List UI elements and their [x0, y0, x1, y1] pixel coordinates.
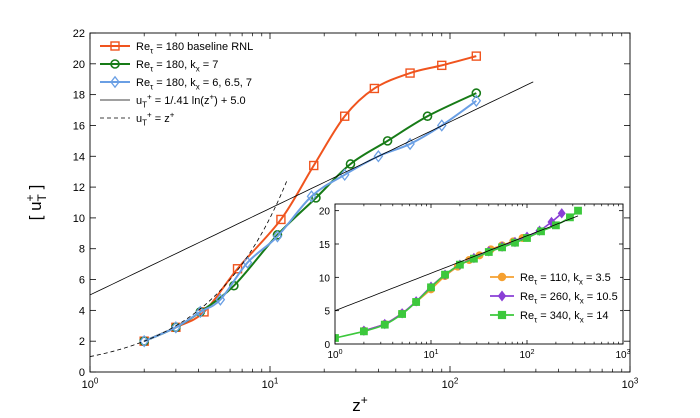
y-tick-label: 10: [319, 273, 331, 284]
series-u-t-z-: [90, 179, 288, 357]
inset-legend-item-2-label: Reτ = 340, kx = 14: [520, 310, 609, 324]
y-tick-label: 0: [79, 367, 85, 379]
series-re-tau-340-k-x-14-point: [380, 320, 389, 329]
series-re-tau-340-k-x-14-point: [359, 327, 368, 336]
series-re-tau-180-k-x-6-6-5-7-point: [436, 119, 447, 132]
y-tick-label: 22: [73, 28, 85, 40]
series-re-tau-340-k-x-14-point: [523, 234, 531, 242]
x-tick-label: 101: [423, 349, 438, 361]
y-tick-label: 20: [319, 207, 331, 218]
series-re-tau-180-k-x-6-6-5-7-point: [373, 150, 384, 163]
y-tick-label: 8: [79, 244, 85, 256]
series-re-tau-180-k-x-6-6-5-7: [139, 94, 482, 348]
main-legend: Reτ = 180 baseline RNL Reτ = 180, kx = 7 R…: [100, 41, 253, 127]
y-tick-label: 14: [73, 151, 85, 163]
series-re-tau-180-baseline-rnl: [139, 51, 482, 346]
series-re-tau-340-k-x-14-point: [427, 283, 435, 292]
series-u-t-1-41-ln-z-5-0: [90, 81, 534, 296]
series-re-tau-180-baseline-rnl-point: [471, 51, 482, 61]
series-re-tau-180-k-x-6-6-5-7-point: [471, 94, 482, 108]
series-re-tau-180-k-x-6-6-5-7-point: [195, 305, 206, 319]
inset-legend-item-2-marker: [497, 310, 507, 320]
inset-legend-item-0-marker: [497, 272, 507, 282]
series-re-tau-340-k-x-14-point: [498, 243, 506, 252]
series-re-tau-180-baseline-rnl-point: [405, 68, 415, 78]
y-tick-label: 4: [79, 305, 85, 317]
y-tick-label: 16: [73, 120, 85, 132]
series-re-tau-180-k-x-6-6-5-7-point: [306, 190, 317, 203]
series-re-tau-180-k-x-7-point: [311, 193, 321, 203]
series-re-tau-180-baseline-rnl-line: [143, 55, 477, 343]
y-tick-label: 20: [73, 59, 85, 71]
legend-item-0-marker: [110, 41, 120, 51]
x-tick-label: 100: [82, 377, 99, 391]
legend-item-2-label: Reτ = 180, kx = 6, 6.5, 7: [136, 77, 252, 91]
series-re-tau-180-k-x-7-point: [345, 159, 356, 169]
series-re-tau-340-k-x-14-point: [551, 221, 560, 230]
main-series-group: [90, 51, 534, 357]
y-tick-label: 10: [73, 213, 85, 225]
legend-item-3-label: uT+ = 1/.41 ln(z+) + 5.0: [136, 93, 246, 110]
series-u-t-1-41-ln-z-5-0-line: [90, 81, 534, 296]
inset-frame: [334, 203, 624, 345]
series-re-tau-180-baseline-rnl-point: [309, 160, 319, 171]
x-tick-label: 100: [327, 349, 342, 361]
y-tick-label: 15: [319, 240, 331, 251]
y-axis-label: [ u+T ]: [23, 185, 49, 221]
x-tick-label: 103: [622, 377, 639, 391]
series-re-tau-180-k-x-7-point: [422, 111, 433, 122]
legend-item-0-label: Reτ = 180 baseline RNL: [136, 41, 253, 55]
series-re-tau-340-k-x-14-point: [566, 213, 574, 222]
inset-series-group: [335, 206, 582, 342]
series-re-tau-340-k-x-14-point: [335, 334, 339, 342]
series-re-tau-180-baseline-rnl-point: [369, 83, 380, 94]
x-tick-label: 103: [615, 349, 630, 361]
legend-item-1-label: Reτ = 180, kx = 7: [136, 59, 218, 73]
legend-item-1-marker: [110, 59, 120, 69]
series-re-tau-180-k-x-6-6-5-7-point: [339, 168, 350, 182]
series-re-tau-340-k-x-14-point: [441, 270, 449, 279]
inset-legend-item-1-label: Reτ = 260, kx = 10.5: [520, 291, 618, 305]
series-re-tau-340-k-x-14-point: [412, 298, 421, 306]
y-tick-label: 6: [79, 275, 85, 287]
series-re-tau-340-k-x-14: [335, 206, 582, 342]
series-re-tau-180-baseline-rnl-point: [437, 60, 447, 71]
x-tick-label: 102: [442, 377, 459, 391]
series-re-tau-340-k-x-14-point: [398, 310, 407, 318]
x-axis-label: z+: [352, 393, 368, 415]
series-u-t-z--line: [90, 179, 288, 357]
series-re-tau-340-k-x-14-point: [574, 206, 582, 215]
series-re-tau-180-k-x-6-6-5-7-point: [272, 230, 283, 243]
series-re-tau-180-k-x-6-6-5-7-point: [139, 334, 150, 348]
legend-item-2-marker: [110, 75, 120, 89]
series-re-tau-180-k-x-7-point: [471, 88, 482, 98]
series-re-tau-340-k-x-14-point: [470, 254, 478, 263]
series-re-tau-180-baseline-rnl-point: [276, 214, 286, 225]
x-tick-label: 101: [262, 377, 279, 391]
main-frame: [89, 32, 631, 373]
series-re-tau-340-k-x-14-point: [455, 260, 464, 269]
series-re-tau-180-k-x-6-6-5-7-point: [215, 293, 226, 306]
legend-item-4-label: uT+ = z+: [136, 111, 175, 128]
series-re-tau-180-k-x-6-6-5-7-point: [171, 321, 181, 334]
series-re-tau-260-k-x-10-5-point: [557, 208, 566, 219]
series-re-tau-340-k-x-14-point: [511, 238, 519, 247]
inset-legend-item-1-marker: [497, 290, 507, 302]
y-tick-label: 0: [324, 340, 330, 351]
series-log-law-line: [335, 215, 579, 312]
y-tick-label: 5: [324, 307, 330, 318]
series-log-law: [335, 215, 579, 312]
series-re-tau-180-k-x-6-6-5-7-point: [242, 256, 253, 269]
y-tick-label: 2: [79, 336, 85, 348]
inset-legend-item-0-label: Reτ = 110, kx = 3.5: [520, 272, 611, 286]
series-re-tau-180-k-x-7-point: [382, 136, 393, 146]
inset-legend: Reτ = 110, kx = 3.5 Reτ = 260, kx = 10.5 R…: [486, 267, 620, 325]
y-tick-label: 12: [73, 182, 85, 194]
y-tick-label: 18: [73, 90, 85, 102]
x-tick-label: 102: [519, 349, 534, 361]
series-re-tau-180-baseline-rnl-point: [339, 111, 350, 121]
